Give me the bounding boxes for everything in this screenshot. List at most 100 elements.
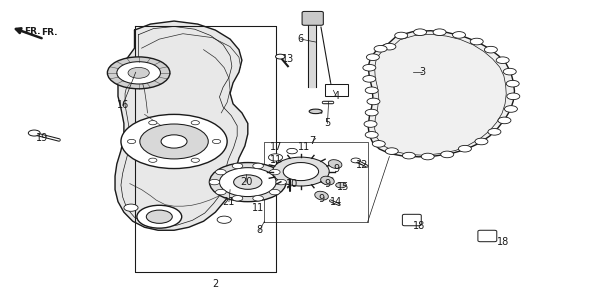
Circle shape: [484, 46, 497, 53]
Circle shape: [234, 175, 262, 189]
Circle shape: [273, 157, 329, 186]
Circle shape: [209, 179, 219, 185]
Circle shape: [232, 196, 243, 201]
Text: 13: 13: [282, 54, 294, 64]
Text: FR.: FR.: [24, 27, 41, 36]
Circle shape: [365, 87, 378, 94]
Circle shape: [363, 64, 376, 71]
Circle shape: [351, 158, 360, 163]
Ellipse shape: [328, 160, 342, 169]
Circle shape: [385, 148, 398, 154]
Circle shape: [475, 138, 488, 145]
Circle shape: [270, 169, 280, 175]
Text: FR.: FR.: [41, 28, 58, 37]
Circle shape: [217, 216, 231, 223]
Text: 12: 12: [356, 160, 368, 170]
Text: 21: 21: [223, 197, 235, 207]
Circle shape: [117, 62, 160, 84]
Circle shape: [421, 153, 434, 160]
Circle shape: [365, 109, 378, 116]
Circle shape: [503, 68, 516, 75]
Circle shape: [191, 158, 199, 162]
Circle shape: [149, 121, 157, 125]
Circle shape: [488, 129, 501, 135]
Circle shape: [507, 93, 520, 100]
Circle shape: [124, 204, 138, 211]
Circle shape: [253, 196, 263, 201]
Polygon shape: [115, 21, 248, 230]
Circle shape: [287, 148, 297, 154]
Circle shape: [270, 189, 280, 195]
Circle shape: [219, 168, 276, 197]
Text: 14: 14: [330, 197, 342, 207]
Circle shape: [149, 158, 157, 162]
Circle shape: [441, 151, 454, 158]
Circle shape: [276, 179, 287, 185]
Circle shape: [128, 67, 149, 78]
Circle shape: [127, 139, 136, 144]
Circle shape: [253, 163, 263, 169]
Text: 17: 17: [270, 142, 282, 153]
Circle shape: [395, 32, 408, 39]
Circle shape: [374, 45, 387, 52]
Circle shape: [232, 163, 243, 169]
Circle shape: [366, 54, 379, 61]
FancyBboxPatch shape: [478, 230, 497, 242]
Circle shape: [372, 141, 385, 147]
Circle shape: [504, 106, 517, 112]
Text: 2: 2: [212, 279, 218, 290]
Text: 7: 7: [310, 136, 316, 147]
Text: 16: 16: [117, 100, 129, 110]
Circle shape: [146, 210, 172, 223]
Ellipse shape: [309, 109, 322, 113]
Circle shape: [506, 80, 519, 87]
Polygon shape: [368, 31, 514, 157]
Circle shape: [433, 29, 446, 36]
Circle shape: [498, 117, 511, 124]
Circle shape: [28, 130, 40, 136]
Circle shape: [215, 169, 226, 175]
Circle shape: [383, 43, 396, 50]
Text: 11: 11: [253, 203, 264, 213]
Circle shape: [364, 121, 377, 127]
Ellipse shape: [320, 176, 335, 185]
Circle shape: [140, 124, 208, 159]
Text: 10: 10: [286, 178, 298, 189]
Circle shape: [470, 38, 483, 45]
Circle shape: [137, 205, 182, 228]
Circle shape: [367, 98, 380, 105]
FancyBboxPatch shape: [302, 11, 323, 25]
Text: 5: 5: [324, 118, 330, 129]
FancyBboxPatch shape: [402, 214, 421, 226]
Circle shape: [453, 32, 466, 38]
Text: 4: 4: [333, 91, 339, 101]
Circle shape: [121, 114, 227, 169]
Circle shape: [191, 121, 199, 125]
Circle shape: [496, 57, 509, 64]
Text: 20: 20: [240, 177, 252, 187]
Circle shape: [215, 189, 226, 195]
Circle shape: [107, 57, 170, 89]
Circle shape: [276, 54, 285, 59]
Text: 8: 8: [257, 225, 263, 235]
Circle shape: [414, 29, 427, 36]
Circle shape: [363, 76, 376, 82]
Text: 9: 9: [319, 194, 324, 204]
Text: 3: 3: [419, 67, 425, 77]
Text: 11: 11: [270, 154, 282, 165]
Text: 15: 15: [337, 182, 349, 192]
Text: 18: 18: [497, 237, 509, 247]
Circle shape: [402, 152, 415, 159]
Text: 11: 11: [298, 141, 310, 152]
Circle shape: [283, 163, 319, 181]
Text: 18: 18: [413, 221, 425, 231]
Ellipse shape: [314, 191, 329, 200]
FancyBboxPatch shape: [324, 84, 348, 96]
Circle shape: [458, 145, 471, 152]
Text: 19: 19: [37, 133, 48, 144]
Text: 6: 6: [298, 34, 304, 44]
Text: 9: 9: [333, 163, 339, 174]
Text: 9: 9: [324, 178, 330, 189]
Circle shape: [336, 182, 346, 188]
Circle shape: [268, 154, 283, 161]
